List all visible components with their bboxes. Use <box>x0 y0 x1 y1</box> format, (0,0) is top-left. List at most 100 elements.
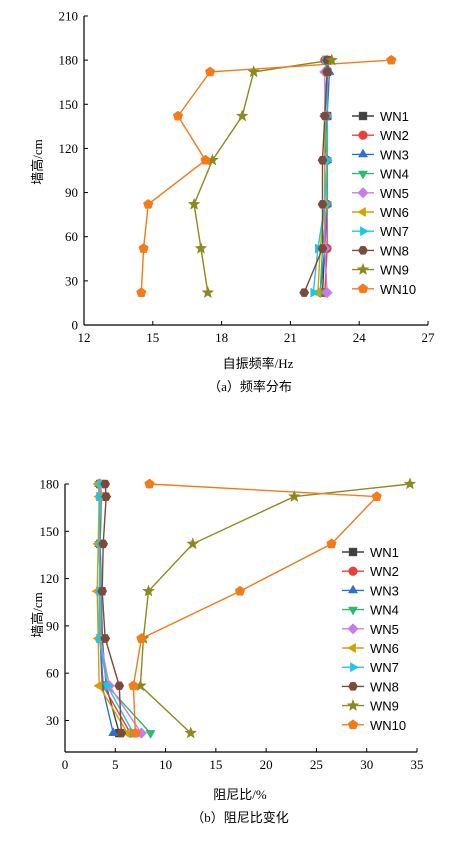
data-point-wn9 <box>325 53 339 66</box>
legend-label-wn7: WN7 <box>370 660 399 675</box>
legend-label-wn5: WN5 <box>370 622 399 637</box>
series-line-wn10 <box>140 59 392 293</box>
legend-marker-wn4 <box>347 606 359 616</box>
data-point-wn8 <box>97 586 108 596</box>
data-point-wn10 <box>136 287 147 297</box>
data-point-wn10 <box>386 54 397 65</box>
legend-label-wn2: WN2 <box>380 128 409 143</box>
chart-b-series-lines <box>96 483 411 734</box>
chart-b-y-axis-label: 墙高/cm <box>30 592 45 638</box>
b-x-tick-label: 35 <box>411 757 424 772</box>
legend-marker-wn5 <box>357 187 369 199</box>
legend-label-wn10: WN10 <box>380 282 416 297</box>
a-y-tick-label: 180 <box>59 53 79 68</box>
data-point-wn6 <box>93 680 103 691</box>
legend-marker-wn1 <box>358 111 368 121</box>
b-x-tick-label: 20 <box>260 757 273 772</box>
legend-label-wn4: WN4 <box>370 603 399 618</box>
legend-item-wn10: WN10 <box>352 282 416 297</box>
a-x-tick-label: 24 <box>353 330 367 345</box>
data-point-wn10 <box>326 538 337 549</box>
chart-b-legend: WN1 WN2 WN3 WN4 WN5 WN6 WN7 WN8 WN9 WN10 <box>342 545 406 733</box>
a-x-tick-label: 21 <box>284 330 297 345</box>
data-point-wn4 <box>145 730 156 739</box>
chart-b-markers <box>91 477 417 739</box>
legend-label-wn9: WN9 <box>370 699 399 714</box>
series-line-wn10 <box>132 483 379 734</box>
legend-item-wn3: WN3 <box>342 583 399 598</box>
a-y-tick-label: 150 <box>59 97 79 112</box>
a-x-tick-label: 15 <box>146 330 159 345</box>
a-y-tick-label: 90 <box>65 185 78 200</box>
data-point-wn9 <box>287 489 301 502</box>
data-point-wn9 <box>142 584 155 597</box>
data-point-wn8 <box>100 479 111 489</box>
legend-marker-wn1 <box>348 547 358 557</box>
legend-item-wn8: WN8 <box>352 243 409 258</box>
legend-marker-wn7 <box>350 662 359 673</box>
data-point-wn9 <box>201 285 215 299</box>
legend-marker-wn6 <box>357 206 366 218</box>
chart-a-axes: 12 15 18 21 24 27 0 30 60 90 120 150 180 210 <box>59 9 436 346</box>
data-point-wn10 <box>172 110 184 121</box>
b-x-tick-label: 30 <box>360 757 373 772</box>
legend-item-wn4: WN4 <box>342 603 399 618</box>
data-point-wn10 <box>205 66 216 77</box>
legend-marker-wn3 <box>347 584 359 594</box>
legend-item-wn9: WN9 <box>352 263 409 278</box>
legend-item-wn2: WN2 <box>342 564 399 579</box>
chart-b-axes: 0 5 10 15 20 25 30 35 30 60 90 120 150 180 <box>40 477 424 773</box>
b-x-tick-label: 10 <box>159 757 172 772</box>
a-y-tick-label: 60 <box>65 229 78 244</box>
legend-label-wn10: WN10 <box>370 718 406 733</box>
b-y-tick-label: 180 <box>40 477 60 492</box>
b-x-tick-label: 0 <box>62 757 69 772</box>
data-point-wn10 <box>136 633 147 643</box>
legend-item-wn6: WN6 <box>352 205 409 220</box>
legend-marker-wn8 <box>358 246 368 255</box>
legend-marker-wn2 <box>358 130 368 140</box>
data-point-wn9 <box>194 241 208 254</box>
data-point-wn5 <box>321 286 333 299</box>
legend-item-wn6: WN6 <box>342 641 399 656</box>
b-y-tick-label: 60 <box>46 666 59 681</box>
legend-marker-wn4 <box>357 170 369 180</box>
legend-label-wn7: WN7 <box>380 224 409 239</box>
legend-item-wn7: WN7 <box>342 660 399 675</box>
a-y-tick-label: 30 <box>65 273 78 288</box>
data-point-wn8 <box>114 681 125 691</box>
legend-item-wn9: WN9 <box>342 699 399 714</box>
data-point-wn8 <box>319 111 330 121</box>
legend-item-wn1: WN1 <box>342 545 399 560</box>
chart-a-series-lines <box>140 59 392 293</box>
data-point-wn9 <box>186 537 200 550</box>
chart-a-y-axis-label: 墙高/cm <box>30 139 45 185</box>
legend-label-wn6: WN6 <box>380 205 409 220</box>
legend-marker-wn9 <box>356 262 370 275</box>
legend-label-wn6: WN6 <box>370 641 399 656</box>
b-x-tick-label: 15 <box>209 757 222 772</box>
data-point-wn10 <box>138 243 149 253</box>
data-point-wn7 <box>96 491 106 502</box>
data-point-wn9 <box>187 197 201 210</box>
a-x-tick-label: 27 <box>422 330 436 345</box>
legend-item-wn2: WN2 <box>352 128 409 143</box>
b-y-tick-label: 30 <box>46 713 59 728</box>
data-point-wn10 <box>143 198 154 209</box>
legend-marker-wn6 <box>347 642 356 654</box>
legend-marker-wn10 <box>347 719 359 730</box>
data-point-wn10 <box>144 478 155 489</box>
chart-b-caption: （b）阻尼比变化 <box>191 810 289 825</box>
a-x-tick-label: 18 <box>215 330 228 345</box>
legend-label-wn8: WN8 <box>380 243 409 258</box>
data-point-wn9 <box>247 65 261 78</box>
data-point-wn8 <box>299 288 310 297</box>
data-point-wn8 <box>100 634 111 643</box>
legend-marker-wn2 <box>348 566 358 576</box>
data-point-wn10 <box>234 585 246 596</box>
legend-item-wn10: WN10 <box>342 718 406 733</box>
legend-item-wn4: WN4 <box>352 167 409 182</box>
data-point-wn8 <box>317 244 328 253</box>
data-point-wn7 <box>310 287 320 298</box>
